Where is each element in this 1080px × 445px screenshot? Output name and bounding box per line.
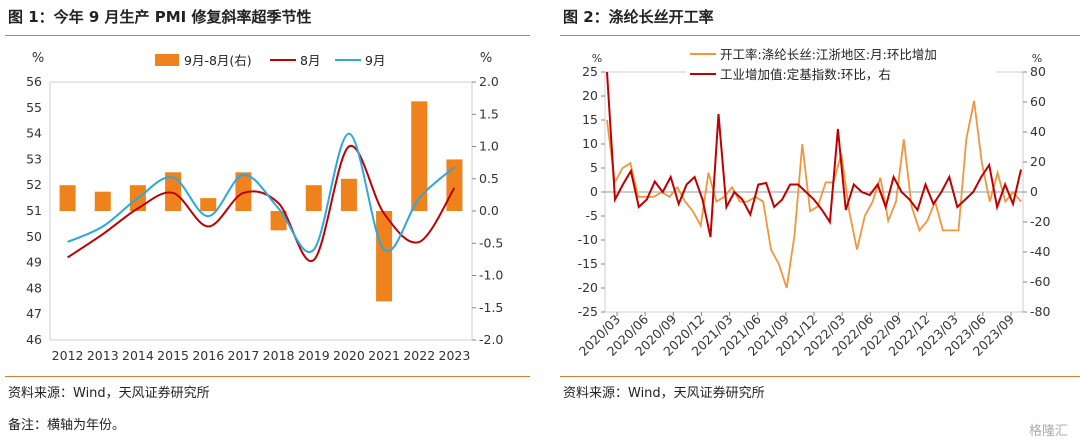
bar-mom-change	[200, 198, 217, 211]
bar-mom-change	[94, 191, 111, 211]
left-y-tick-label: -25	[578, 304, 598, 319]
left-y-tick-label: -5	[586, 208, 598, 223]
line-industrial-value-added	[606, 71, 1022, 238]
left-axis-unit: %	[592, 52, 602, 65]
bar-mom-change	[376, 211, 393, 302]
right-y-tick-label: 0.0	[479, 203, 499, 218]
left-y-tick-label: 49	[26, 255, 42, 270]
legend-label-august: 8月	[300, 53, 320, 68]
legend-label-bar: 9月-8月(右)	[184, 53, 252, 68]
right-y-tick-label: -1.0	[479, 268, 503, 283]
right-axis-unit: %	[480, 51, 492, 66]
left-y-tick-label: 15	[582, 112, 598, 127]
x-tick-label: 2022	[403, 348, 435, 363]
right-y-tick-label: 80	[1030, 64, 1046, 79]
left-y-tick-label: 0	[590, 184, 598, 199]
legend-label-industrial-value-added: 工业增加值:定基指数:环比，右	[720, 67, 891, 82]
left-y-tick-label: 52	[26, 177, 42, 192]
left-y-tick-label: 48	[26, 280, 42, 295]
left-y-tick-label: 25	[582, 64, 598, 79]
left-panel: 图 1：今年 9 月生产 PMI 修复斜率超季节性 %% 46 47 48 49 50 51…	[0, 0, 530, 445]
legend-label-operating-rate: 开工率:涤纶长丝:江浙地区:月:环比增加	[720, 47, 937, 62]
left-y-tick-label: 56	[26, 74, 42, 89]
left-title-rule	[5, 35, 530, 36]
right-y-tick-label: -1.5	[479, 300, 503, 315]
x-tick-label: 2016	[192, 348, 224, 363]
x-tick-label: 2013	[87, 348, 119, 363]
legend-label-september: 9月	[365, 53, 385, 68]
bar-mom-change	[411, 101, 428, 211]
right-y-tick-label: 40	[1030, 124, 1046, 139]
left-y-tick-label: 20	[582, 88, 598, 103]
bar-mom-change	[165, 172, 182, 211]
bar-mom-change	[59, 185, 76, 211]
right-y-tick-label: -20	[1030, 214, 1050, 229]
left-chart-title: 图 1：今年 9 月生产 PMI 修复斜率超季节性	[8, 8, 312, 26]
x-tick-label: 2015	[157, 348, 189, 363]
x-tick-label: 2021	[368, 348, 400, 363]
right-y-tick-label: -2.0	[479, 332, 503, 347]
right-y-tick-label: -0.5	[479, 235, 503, 250]
right-y-tick-label: 60	[1030, 94, 1046, 109]
bar-mom-change	[340, 178, 357, 211]
left-y-tick-label: 5	[590, 160, 598, 175]
line-september	[67, 132, 456, 253]
bar-mom-change	[446, 159, 463, 211]
left-y-tick-label: 46	[26, 332, 42, 347]
line-august	[67, 145, 456, 263]
left-chart: % % 46 47 48 49 50 51 52 53 54 55 56 -2.0 -1.5 -1.0 -0.5…	[26, 51, 503, 363]
right-panel: 图 2：涤纶长丝开工率 %% -25 -20 -15 -10 -5 0 5 10 15 20 25 -8…	[555, 0, 1080, 445]
legend-background	[686, 42, 996, 84]
right-y-tick-label: 20	[1030, 154, 1046, 169]
left-y-tick-label: 50	[26, 229, 42, 244]
x-tick-label: 2017	[228, 348, 260, 363]
line-operating-rate	[606, 100, 1022, 289]
x-tick-label: 2019	[298, 348, 330, 363]
right-y-tick-label: -40	[1030, 244, 1050, 259]
x-tick-label: 2014	[122, 348, 154, 363]
x-tick-label: 2012	[52, 348, 84, 363]
right-source: 资料来源：Wind，天风证券研究所	[563, 386, 765, 401]
bar-mom-change	[305, 185, 322, 211]
right-source-rule	[560, 376, 1080, 377]
left-y-tick-label: -10	[578, 232, 598, 247]
x-tick-label: 2018	[263, 348, 295, 363]
left-axis-unit: %	[32, 51, 44, 66]
watermark: 格隆汇	[1028, 424, 1068, 439]
right-title-rule	[560, 35, 1080, 36]
left-y-tick-label: 47	[26, 306, 42, 321]
left-note: 备注：横轴为年份。	[8, 418, 126, 433]
right-y-tick-label: -80	[1030, 304, 1050, 319]
right-y-tick-label: 1.5	[479, 106, 499, 121]
left-y-tick-label: 54	[26, 126, 42, 141]
x-tick-label: 2023	[439, 348, 471, 363]
left-y-tick-label: -20	[578, 280, 598, 295]
right-y-tick-label: -60	[1030, 274, 1050, 289]
legend-swatch-bar	[155, 54, 179, 66]
right-chart-title: 图 2：涤纶长丝开工率	[563, 8, 714, 26]
right-y-tick-label: 0.5	[479, 171, 499, 186]
left-source-rule	[5, 376, 530, 377]
left-source: 资料来源：Wind，天风证券研究所	[8, 386, 210, 401]
left-y-tick-label: 55	[26, 100, 42, 115]
right-chart: % % -25 -20 -15 -10 -5 0 5 10 15 20 25 -80 -60 -40 -20 0 2…	[576, 42, 1050, 359]
left-y-tick-label: -15	[578, 256, 598, 271]
right-y-tick-label: 1.0	[479, 139, 499, 154]
left-y-tick-label: 10	[582, 136, 598, 151]
plot-frame	[49, 81, 473, 341]
bar-mom-change	[235, 172, 252, 211]
right-y-tick-label: 2.0	[479, 74, 499, 89]
x-tick-label: 2020	[333, 348, 365, 363]
right-axis-unit: %	[1032, 52, 1042, 65]
right-y-tick-label: 0	[1030, 184, 1038, 199]
left-y-tick-label: 51	[26, 203, 42, 218]
left-y-tick-label: 53	[26, 151, 42, 166]
bar-mom-change	[270, 211, 287, 231]
